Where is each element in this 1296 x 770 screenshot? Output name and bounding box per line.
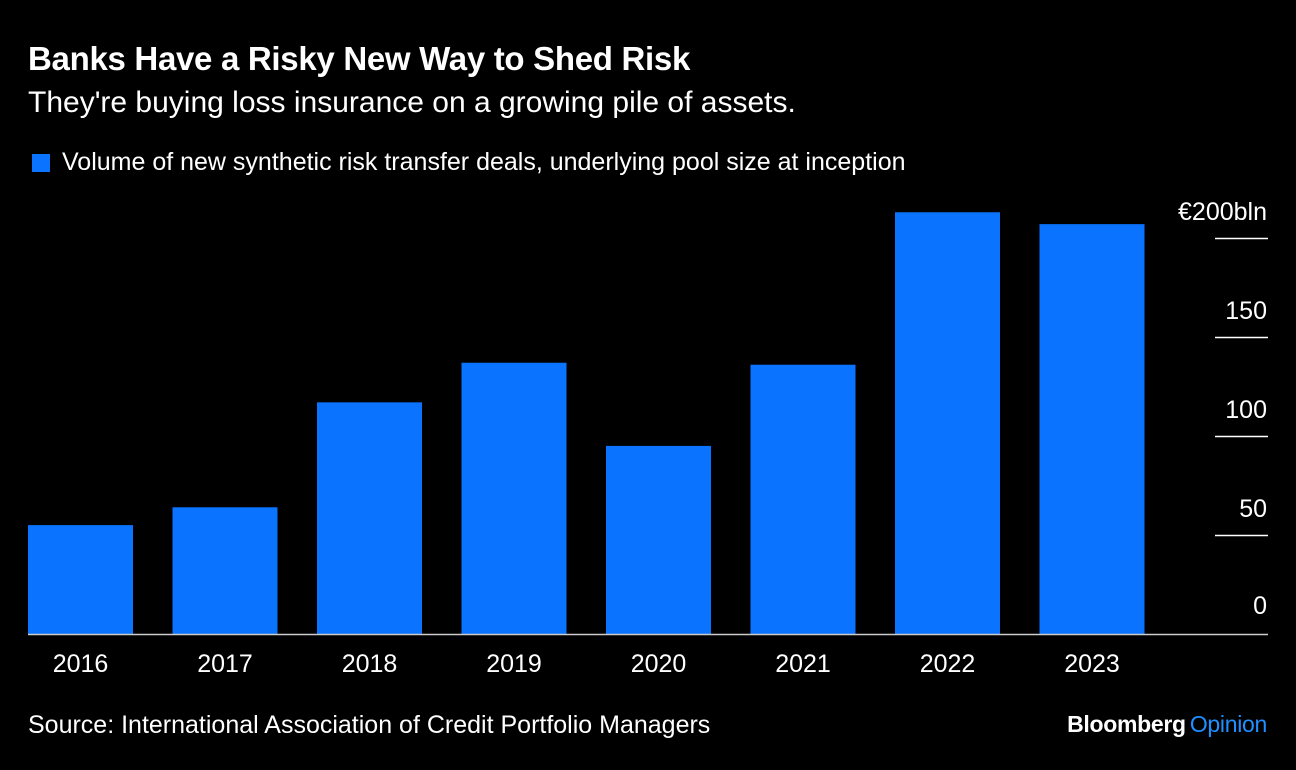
legend-label: Volume of new synthetic risk transfer de… bbox=[62, 148, 906, 176]
brand-accent: Opinion bbox=[1189, 711, 1267, 737]
legend: Volume of new synthetic risk transfer de… bbox=[32, 148, 906, 177]
x-tick-label: 2019 bbox=[486, 650, 542, 678]
bar-2017 bbox=[172, 507, 278, 634]
bar-2022 bbox=[895, 212, 1000, 634]
chart-title: Banks Have a Risky New Way to Shed Risk bbox=[28, 40, 691, 77]
x-tick-label: 2016 bbox=[53, 650, 109, 678]
brand-main: Bloomberg bbox=[1067, 711, 1186, 737]
y-tick-label: 0 bbox=[1253, 592, 1267, 620]
y-tick-label: 100 bbox=[1225, 396, 1267, 424]
x-tick-label: 2017 bbox=[197, 650, 253, 678]
bar-2019 bbox=[461, 362, 567, 634]
x-tick-label: 2022 bbox=[920, 650, 976, 678]
y-tick-label: 150 bbox=[1225, 297, 1267, 325]
bar-2023 bbox=[1039, 224, 1145, 634]
x-tick-label: 2023 bbox=[1064, 650, 1120, 678]
x-tick-label: 2018 bbox=[342, 650, 398, 678]
bar-2016 bbox=[28, 525, 133, 634]
x-tick-label: 2020 bbox=[631, 650, 687, 678]
bar-chart: 2016 2017 2018 2019 2020 2021 2022 2023 0 50 100 15… bbox=[28, 198, 1268, 678]
chart-subtitle: They're buying loss insurance on a growi… bbox=[28, 86, 796, 119]
source-note: Source: International Association of Cre… bbox=[28, 711, 711, 739]
bar-2021 bbox=[750, 364, 856, 634]
x-tick-label: 2021 bbox=[775, 650, 831, 678]
bar-2018 bbox=[317, 402, 422, 634]
brand-logo: Bloomberg Opinion bbox=[1067, 711, 1267, 738]
y-tick-label: €200bln bbox=[1178, 198, 1267, 226]
legend-swatch bbox=[32, 153, 50, 172]
y-tick-label: 50 bbox=[1239, 495, 1267, 523]
bar-2020 bbox=[606, 445, 711, 634]
